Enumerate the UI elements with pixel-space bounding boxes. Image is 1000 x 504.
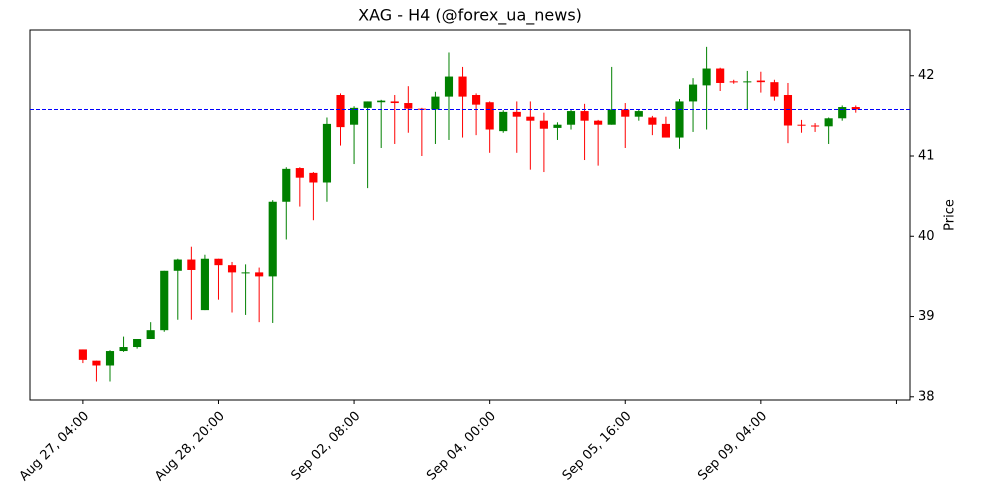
y-tick-label: 42 [918, 68, 935, 83]
candle-body [472, 95, 481, 105]
y-tick-label: 41 [918, 149, 935, 164]
candle-body [133, 339, 142, 348]
candle-body [173, 259, 182, 271]
candle-body [78, 349, 87, 360]
candle-body [404, 103, 413, 109]
candle-body [756, 80, 765, 83]
candle-body [594, 120, 603, 125]
candle-body [743, 81, 752, 83]
candle-body [661, 123, 670, 138]
candle-body [675, 101, 684, 138]
candle-body [160, 270, 169, 331]
candle-body [282, 168, 291, 202]
x-tick-label: Sep 05, 16:00 [560, 409, 635, 484]
candle-body [431, 96, 440, 110]
x-tick-label: Sep 04, 00:00 [424, 409, 499, 484]
candle-body [770, 82, 779, 97]
x-tick-label: Aug 27, 04:00 [17, 409, 93, 485]
candle-body [539, 120, 548, 129]
candle-body [363, 101, 372, 108]
candle-body [566, 111, 576, 125]
candle-body [322, 123, 332, 183]
candle-body [146, 330, 155, 340]
y-tick-label: 39 [918, 309, 935, 324]
candle-body [295, 168, 304, 178]
candle-body [214, 258, 223, 266]
candle-body [390, 101, 399, 104]
x-tick-label: Sep 09, 04:00 [695, 409, 770, 484]
candle-body [526, 116, 535, 121]
candle-body [688, 84, 698, 102]
candle-body [485, 102, 494, 130]
y-tick-label: 38 [918, 389, 935, 404]
candle-body [634, 111, 643, 117]
candle-body [377, 100, 386, 103]
candle-body [499, 111, 508, 132]
candle-body [838, 107, 847, 119]
plot-frame [29, 29, 911, 401]
candle-body [255, 272, 264, 277]
candle-body [607, 109, 616, 125]
candle-body [553, 124, 562, 128]
candle-body [227, 265, 237, 273]
candle-body [119, 347, 128, 352]
candle-body [797, 124, 806, 126]
candle-body [458, 76, 467, 97]
candle-body [350, 107, 359, 125]
candle-body [92, 360, 101, 366]
candle-body [580, 111, 589, 121]
candle-body [187, 259, 196, 270]
x-tick-label: Aug 28, 20:00 [152, 409, 228, 485]
candle-body [716, 68, 725, 83]
candle-body [336, 95, 345, 128]
candle-body [512, 111, 521, 117]
candle-body [200, 258, 209, 311]
candle-body [811, 125, 820, 127]
candle-body [824, 118, 833, 127]
candle-body [851, 107, 860, 110]
candle-body [783, 95, 793, 126]
candle-body [268, 201, 277, 277]
chart-title: XAG - H4 (@forex_ua_news) [358, 6, 582, 26]
candle-body [621, 109, 630, 117]
candle-body [648, 117, 657, 125]
candle-body [105, 351, 115, 366]
candle-body [702, 68, 711, 86]
y-tick-label: 40 [918, 229, 935, 244]
candle-body [729, 81, 738, 83]
candle-body [444, 76, 454, 97]
candle-body [241, 272, 250, 274]
x-tick-label: Sep 02, 08:00 [288, 409, 363, 484]
y-axis-label: Price [943, 199, 958, 231]
candle-body [309, 172, 318, 183]
